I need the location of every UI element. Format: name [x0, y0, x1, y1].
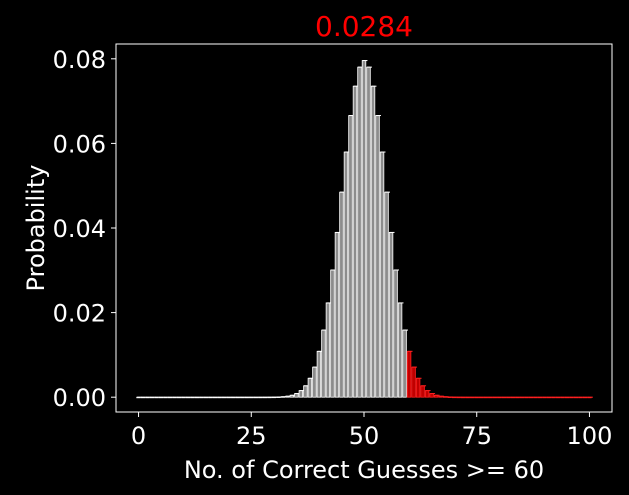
bar-51: [366, 66, 371, 398]
bar-61: [411, 366, 416, 398]
y-tick-label: 0.08: [53, 46, 106, 74]
bar-53: [375, 115, 380, 398]
bar-64: [424, 390, 430, 398]
bar-46: [343, 151, 349, 398]
y-axis-label: Probability: [22, 165, 50, 292]
y-tick-label: 0.00: [53, 384, 106, 412]
x-tick-label: 50: [349, 422, 380, 450]
bar-45: [339, 191, 344, 398]
bar-54: [379, 151, 385, 398]
y-tick-label: 0.02: [53, 300, 106, 328]
bar-59: [402, 329, 407, 398]
bar-44: [334, 232, 340, 398]
x-axis-ticks: 0 25 50 75 100: [131, 412, 612, 450]
x-tick-label: 100: [567, 422, 613, 450]
bar-36: [298, 390, 304, 398]
bar-62: [415, 377, 421, 398]
bar-52: [370, 85, 376, 398]
bar-58: [397, 302, 403, 398]
y-tick-label: 0.06: [53, 130, 106, 158]
bar-63: [420, 385, 425, 398]
bar-40: [316, 350, 322, 398]
bar-35: [294, 393, 299, 398]
y-tick-label: 0.04: [53, 215, 106, 243]
bar-group: [136, 60, 593, 399]
x-axis-label: No. of Correct Guesses >= 60: [184, 456, 544, 484]
x-tick-label: 0: [131, 422, 146, 450]
chart-title: 0.0284: [315, 10, 413, 43]
bar-39: [312, 366, 317, 398]
x-tick-label: 25: [236, 422, 267, 450]
bar-50: [361, 60, 367, 398]
bar-49: [357, 66, 362, 398]
bar-55: [384, 191, 389, 398]
bar-60: [406, 350, 412, 398]
x-tick-label: 75: [461, 422, 492, 450]
bar-56: [388, 232, 394, 398]
bar-47: [348, 115, 353, 398]
y-axis-ticks: 0.00 0.02 0.04 0.06 0.08: [53, 46, 116, 412]
bar-41: [321, 329, 326, 398]
bar-37: [303, 385, 308, 398]
bar-48: [352, 85, 358, 398]
bar-65: [429, 393, 434, 398]
bar-43: [330, 269, 335, 398]
bar-57: [393, 269, 398, 398]
bar-42: [325, 302, 331, 398]
bar-38: [307, 377, 313, 398]
